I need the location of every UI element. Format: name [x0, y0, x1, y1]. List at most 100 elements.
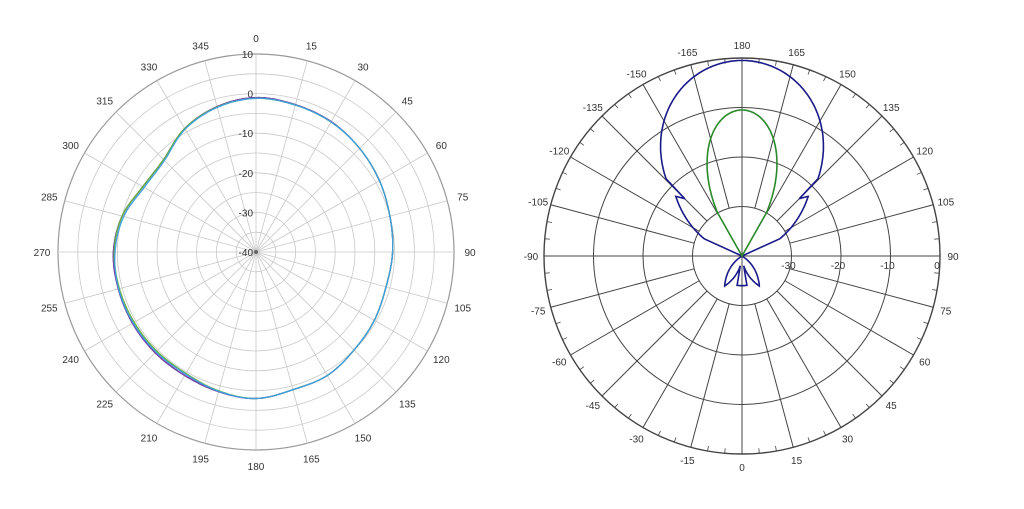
angle-tick-label: -90 [524, 252, 539, 263]
grid-spoke [84, 152, 257, 253]
grid-spoke [754, 303, 794, 448]
minor-tick [614, 104, 619, 109]
angle-tick-label: 165 [788, 48, 805, 59]
angle-tick-label: -15 [680, 456, 695, 467]
minor-tick [673, 69, 677, 75]
grid-spoke [570, 280, 700, 356]
grid-spoke [690, 303, 730, 448]
angle-tick-label: 135 [399, 399, 416, 410]
angle-tick-label: 75 [940, 307, 952, 318]
minor-tick [916, 337, 922, 341]
grid-spoke [642, 84, 718, 214]
angle-tick-label: 180 [248, 462, 265, 473]
grid-spoke [754, 64, 794, 209]
polar-chart-right: 0 -15 -30 -45 -60 -75 -90 -105 -120 -135 -150 -165 1… [524, 41, 959, 474]
grid-spoke [550, 204, 695, 244]
grid-spoke [64, 251, 257, 304]
minor-tick [562, 171, 568, 175]
minor-tick [628, 93, 632, 99]
angle-tick-label: 75 [457, 193, 469, 204]
angle-tick-label: -135 [583, 103, 603, 114]
angle-tick-label: 15 [791, 456, 803, 467]
minor-tick [628, 413, 632, 419]
series-line-4 [114, 97, 394, 400]
angle-tick-label: 240 [62, 355, 79, 366]
angle-tick-label: -60 [552, 358, 567, 369]
minor-tick [823, 76, 827, 82]
series-line-blue [659, 59, 825, 288]
radial-tick-label: -20 [831, 261, 846, 272]
angle-tick-label: 330 [141, 63, 158, 74]
minor-tick [657, 430, 661, 436]
grid-spoke [255, 251, 356, 424]
grid-spoke [789, 204, 934, 244]
minor-tick [931, 289, 938, 291]
angle-tick-label: 300 [62, 141, 79, 152]
minor-tick [546, 289, 553, 291]
angle-tick-label: 315 [96, 97, 113, 108]
grid-spoke [784, 156, 914, 232]
center-point [254, 250, 258, 254]
angle-tick-label: 345 [192, 41, 209, 52]
angle-tick-label: 15 [306, 41, 318, 52]
angle-tick-label: 225 [96, 399, 113, 410]
minor-tick [614, 403, 619, 408]
grid-spoke [776, 115, 883, 222]
grid-spoke [255, 251, 308, 444]
angle-tick-label: 210 [141, 433, 158, 444]
minor-tick [852, 93, 856, 99]
minor-tick [657, 76, 661, 82]
angle-tick-label: 285 [41, 193, 58, 204]
grid-spoke [255, 111, 397, 253]
angle-tick-label: 120 [433, 355, 450, 366]
grid-spoke [156, 251, 257, 424]
grid-spoke [550, 268, 695, 308]
minor-tick [555, 187, 561, 191]
minor-tick [707, 445, 709, 452]
grid-spoke [64, 200, 257, 253]
angle-tick-label: 165 [303, 455, 320, 466]
minor-tick [807, 69, 811, 75]
minor-tick [555, 321, 561, 325]
angle-tick-label: 195 [192, 455, 209, 466]
minor-tick [923, 187, 929, 191]
angle-tick-label: -75 [531, 307, 546, 318]
minor-tick [865, 104, 870, 109]
minor-tick [807, 437, 811, 443]
minor-tick [823, 430, 827, 436]
grid-spoke [601, 115, 708, 222]
radial-tick-label: 0 [934, 261, 940, 272]
minor-tick [546, 221, 553, 223]
angle-tick-label: 30 [842, 435, 854, 446]
radial-tick-label: 10 [242, 50, 254, 61]
grid-spoke [690, 64, 730, 209]
grid-spoke [204, 60, 257, 253]
radial-tick-label: -10 [239, 129, 254, 140]
minor-tick [889, 379, 894, 384]
grid-spoke [255, 60, 308, 253]
angle-tick-label: 105 [937, 197, 954, 208]
angle-tick-label: 60 [436, 141, 448, 152]
minor-tick [579, 366, 585, 370]
grid-spoke [570, 156, 700, 232]
series-line-green [706, 109, 778, 258]
polar-chart-left: 0 15 30 45 60 75 90 105 120 135 150 165 180 195 210 225… [34, 34, 476, 473]
minor-tick [916, 171, 922, 175]
minor-tick [707, 60, 709, 67]
minor-tick [590, 379, 595, 384]
grid-spoke [776, 290, 883, 397]
grid-spoke [204, 251, 257, 444]
angle-tick-label: 0 [739, 463, 745, 474]
grid-spoke [255, 152, 428, 253]
radial-tick-label: -10 [880, 261, 895, 272]
angle-tick-label: 30 [357, 63, 369, 74]
grid-spoke [255, 251, 428, 352]
minor-tick [775, 445, 777, 452]
grid-spoke [789, 268, 934, 308]
angle-tick-label: 270 [34, 248, 51, 259]
grid-spoke [255, 200, 448, 253]
minor-tick [579, 142, 585, 146]
angle-tick-label: 105 [454, 303, 471, 314]
minor-tick [775, 60, 777, 67]
angle-tick-label: 120 [916, 147, 933, 158]
